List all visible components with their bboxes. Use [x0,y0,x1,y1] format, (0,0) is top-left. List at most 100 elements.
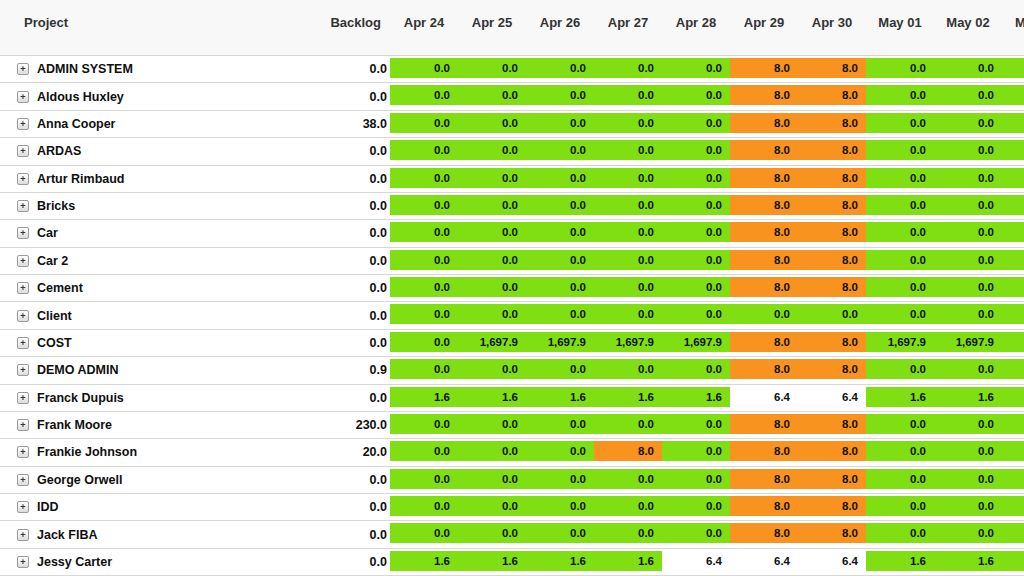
allocation-cell[interactable]: 8.0 [798,332,866,352]
allocation-cell[interactable]: 0.0 [390,222,458,242]
allocation-cell[interactable]: 6.4 [662,551,730,571]
allocation-cell[interactable]: 0.0 [594,140,662,160]
allocation-cell-partial[interactable] [1002,277,1024,297]
allocation-cell[interactable]: 0.0 [662,168,730,188]
project-name[interactable]: Car 2 [37,254,370,268]
allocation-cell[interactable]: 8.0 [730,469,798,489]
allocation-cell-partial[interactable] [1002,551,1024,571]
allocation-cell[interactable]: 0.0 [526,277,594,297]
allocation-cell[interactable]: 8.0 [730,277,798,297]
allocation-cell[interactable]: 1.6 [526,551,594,571]
expand-icon[interactable]: + [17,556,29,568]
allocation-cell[interactable]: 0.0 [390,359,458,379]
project-row[interactable]: + COST 0.0 0.01,697.91,697.91,697.91,697… [0,330,1024,357]
allocation-cell[interactable]: 0.0 [526,414,594,434]
allocation-cell[interactable]: 1.6 [866,551,934,571]
allocation-cell[interactable]: 0.0 [934,304,1002,324]
allocation-cell[interactable]: 0.0 [390,168,458,188]
allocation-cell[interactable]: 1,697.9 [866,332,934,352]
expand-icon[interactable]: + [17,337,29,349]
allocation-cell[interactable]: 8.0 [798,113,866,133]
project-name[interactable]: ADMIN SYSTEM [37,62,370,76]
allocation-cell[interactable]: 0.0 [866,469,934,489]
allocation-cell-partial[interactable] [1002,414,1024,434]
allocation-cell[interactable]: 8.0 [798,85,866,105]
allocation-cell[interactable]: 8.0 [798,469,866,489]
allocation-cell[interactable]: 1.6 [526,387,594,407]
allocation-cell[interactable]: 0.0 [458,58,526,78]
allocation-cell[interactable]: 8.0 [798,58,866,78]
allocation-cell-partial[interactable] [1002,304,1024,324]
allocation-cell[interactable]: 0.0 [526,304,594,324]
allocation-cell[interactable]: 0.0 [458,359,526,379]
expand-icon[interactable]: + [17,529,29,541]
project-name[interactable]: Frank Moore [37,418,356,432]
project-row[interactable]: + IDD 0.0 0.00.00.00.00.08.08.00.00.0 [0,494,1024,521]
allocation-cell[interactable]: 8.0 [798,441,866,461]
allocation-cell[interactable]: 0.0 [934,496,1002,516]
allocation-cell[interactable]: 8.0 [798,496,866,516]
allocation-cell-partial[interactable] [1002,469,1024,489]
allocation-cell[interactable]: 1.6 [934,551,1002,571]
project-row[interactable]: + Car 0.0 0.00.00.00.00.08.08.00.00.0 [0,220,1024,247]
allocation-cell[interactable]: 1,697.9 [526,332,594,352]
allocation-cell[interactable]: 6.4 [730,387,798,407]
allocation-cell[interactable]: 0.0 [662,496,730,516]
allocation-cell[interactable]: 1.6 [390,551,458,571]
expand-icon[interactable]: + [17,392,29,404]
allocation-cell[interactable]: 0.0 [458,496,526,516]
allocation-cell[interactable]: 0.0 [390,332,458,352]
allocation-cell[interactable]: 8.0 [730,168,798,188]
allocation-cell[interactable]: 0.0 [866,496,934,516]
allocation-cell[interactable]: 8.0 [730,222,798,242]
project-name[interactable]: IDD [37,500,370,514]
allocation-cell[interactable]: 0.0 [390,304,458,324]
allocation-cell[interactable]: 0.0 [526,195,594,215]
allocation-cell[interactable]: 0.0 [662,277,730,297]
expand-icon[interactable]: + [17,145,29,157]
expand-icon[interactable]: + [17,173,29,185]
allocation-cell[interactable]: 1.6 [594,551,662,571]
allocation-cell-partial[interactable] [1002,441,1024,461]
allocation-cell[interactable]: 0.0 [866,195,934,215]
allocation-cell[interactable]: 0.0 [458,523,526,543]
allocation-cell[interactable]: 0.0 [934,523,1002,543]
project-row[interactable]: + Bricks 0.0 0.00.00.00.00.08.08.00.00.0 [0,193,1024,220]
allocation-cell[interactable]: 0.0 [934,414,1002,434]
allocation-cell[interactable]: 0.0 [866,222,934,242]
allocation-cell[interactable]: 0.0 [458,277,526,297]
allocation-cell[interactable]: 0.0 [390,195,458,215]
expand-icon[interactable]: + [17,364,29,376]
allocation-cell[interactable]: 8.0 [798,140,866,160]
column-header-backlog[interactable]: Backlog [330,15,390,30]
allocation-cell[interactable]: 8.0 [730,58,798,78]
allocation-cell[interactable]: 0.0 [390,85,458,105]
allocation-cell[interactable]: 0.0 [866,359,934,379]
allocation-cell[interactable]: 0.0 [934,250,1002,270]
allocation-cell[interactable]: 1,697.9 [594,332,662,352]
allocation-cell-partial[interactable] [1002,359,1024,379]
allocation-cell[interactable]: 0.0 [662,195,730,215]
project-name[interactable]: Anna Cooper [37,117,363,131]
project-row[interactable]: + Car 2 0.0 0.00.00.00.00.08.08.00.00.0 [0,248,1024,275]
project-name[interactable]: Jack FIBA [37,528,370,542]
allocation-cell[interactable]: 0.0 [458,222,526,242]
allocation-cell-partial[interactable] [1002,496,1024,516]
allocation-cell[interactable]: 0.0 [662,441,730,461]
allocation-cell[interactable]: 0.0 [526,140,594,160]
allocation-cell[interactable]: 0.0 [866,277,934,297]
allocation-cell[interactable]: 8.0 [730,140,798,160]
allocation-cell-partial[interactable] [1002,113,1024,133]
allocation-cell[interactable]: 0.0 [594,85,662,105]
project-row[interactable]: + ARDAS 0.0 0.00.00.00.00.08.08.00.00.0 [0,138,1024,165]
allocation-cell[interactable]: 0.0 [594,469,662,489]
allocation-cell-partial[interactable] [1002,58,1024,78]
expand-icon[interactable]: + [17,310,29,322]
expand-icon[interactable]: + [17,227,29,239]
project-name[interactable]: Client [37,309,370,323]
expand-icon[interactable]: + [17,118,29,130]
project-row[interactable]: + Cement 0.0 0.00.00.00.00.08.08.00.00.0 [0,275,1024,302]
project-row[interactable]: + DEMO ADMIN 0.9 0.00.00.00.00.08.08.00.… [0,357,1024,384]
allocation-cell-partial[interactable] [1002,387,1024,407]
allocation-cell[interactable]: 0.0 [662,85,730,105]
